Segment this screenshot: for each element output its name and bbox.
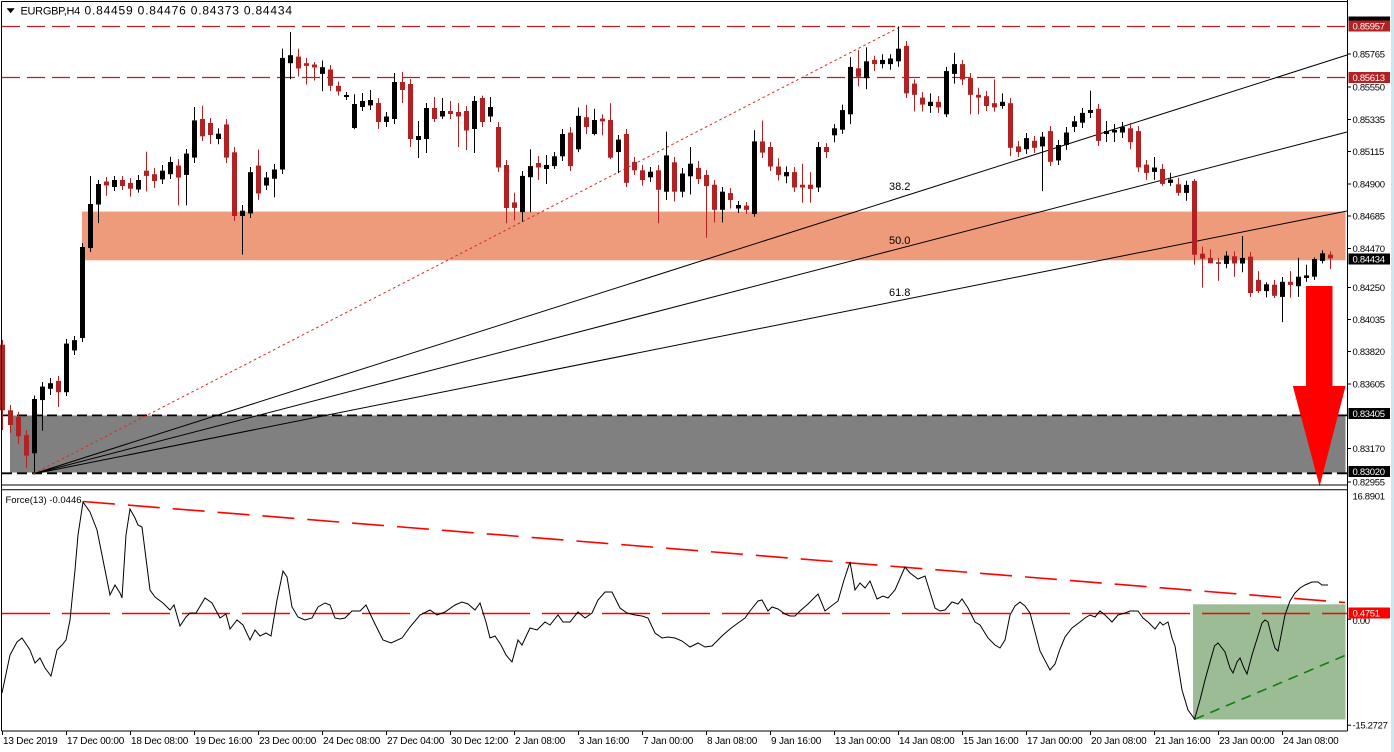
svg-text:21 Jan 16:00: 21 Jan 16:00 [1155, 736, 1211, 747]
svg-text:0.84470: 0.84470 [1353, 244, 1385, 255]
svg-text:17 Jan 00:00: 17 Jan 00:00 [1027, 736, 1083, 747]
svg-text:50.0: 50.0 [889, 235, 910, 247]
svg-text:0.83605: 0.83605 [1353, 380, 1385, 391]
svg-text:EURGBP,H4: EURGBP,H4 [21, 6, 81, 18]
svg-text:0.85335: 0.85335 [1353, 115, 1385, 126]
svg-text:30 Dec 12:00: 30 Dec 12:00 [451, 736, 509, 747]
svg-text:19 Dec 16:00: 19 Dec 16:00 [195, 736, 253, 747]
svg-text:38.2: 38.2 [889, 181, 910, 193]
svg-text:20 Jan 08:00: 20 Jan 08:00 [1091, 736, 1147, 747]
svg-text:0.85957: 0.85957 [1353, 22, 1385, 33]
svg-text:0.82955: 0.82955 [1353, 478, 1385, 489]
svg-text:13 Dec 2019: 13 Dec 2019 [3, 736, 58, 747]
svg-text:13 Jan 00:00: 13 Jan 00:00 [835, 736, 891, 747]
svg-text:18 Dec 08:00: 18 Dec 08:00 [131, 736, 189, 747]
svg-text:16.8901: 16.8901 [1353, 492, 1385, 503]
svg-text:8 Jan 08:00: 8 Jan 08:00 [707, 736, 758, 747]
svg-text:0.85613: 0.85613 [1353, 73, 1385, 84]
svg-text:27 Dec 04:00: 27 Dec 04:00 [387, 736, 445, 747]
svg-text:7 Jan 00:00: 7 Jan 00:00 [643, 736, 694, 747]
svg-text:0.85550: 0.85550 [1353, 83, 1385, 94]
svg-text:15 Jan 16:00: 15 Jan 16:00 [963, 736, 1019, 747]
svg-text:17 Dec 00:00: 17 Dec 00:00 [67, 736, 125, 747]
svg-text:61.8: 61.8 [889, 287, 910, 299]
svg-text:0.85115: 0.85115 [1353, 147, 1385, 158]
svg-text:0.84434: 0.84434 [1353, 255, 1385, 266]
svg-text:0.83820: 0.83820 [1353, 347, 1385, 358]
svg-text:0.85765: 0.85765 [1353, 50, 1385, 61]
svg-text:23 Jan 00:00: 23 Jan 00:00 [1219, 736, 1275, 747]
svg-text:0.83405: 0.83405 [1353, 409, 1385, 420]
svg-text:-15.2727: -15.2727 [1353, 721, 1388, 732]
svg-text:24 Dec 08:00: 24 Dec 08:00 [323, 736, 381, 747]
svg-text:0.4751: 0.4751 [1353, 609, 1380, 620]
svg-text:0.84035: 0.84035 [1353, 315, 1385, 326]
svg-text:23 Dec 00:00: 23 Dec 00:00 [259, 736, 317, 747]
svg-text:0.84685: 0.84685 [1353, 212, 1385, 223]
svg-text:Force(13) -0.0446: Force(13) -0.0446 [6, 495, 82, 506]
svg-text:9 Jan 16:00: 9 Jan 16:00 [771, 736, 822, 747]
svg-text:0.00: 0.00 [1353, 616, 1370, 627]
svg-text:0.84250: 0.84250 [1353, 283, 1385, 294]
svg-text:3 Jan 16:00: 3 Jan 16:00 [579, 736, 630, 747]
svg-text:0.84900: 0.84900 [1353, 180, 1385, 191]
svg-text:24 Jan 08:00: 24 Jan 08:00 [1283, 736, 1339, 747]
svg-text:2 Jan 08:00: 2 Jan 08:00 [515, 736, 566, 747]
svg-text:0.83020: 0.83020 [1353, 467, 1385, 478]
svg-text:0.84459 0.84476 0.84373 0.8443: 0.84459 0.84476 0.84373 0.84434 [85, 4, 293, 18]
svg-text:14 Jan 08:00: 14 Jan 08:00 [899, 736, 955, 747]
svg-text:0.83170: 0.83170 [1353, 444, 1385, 455]
